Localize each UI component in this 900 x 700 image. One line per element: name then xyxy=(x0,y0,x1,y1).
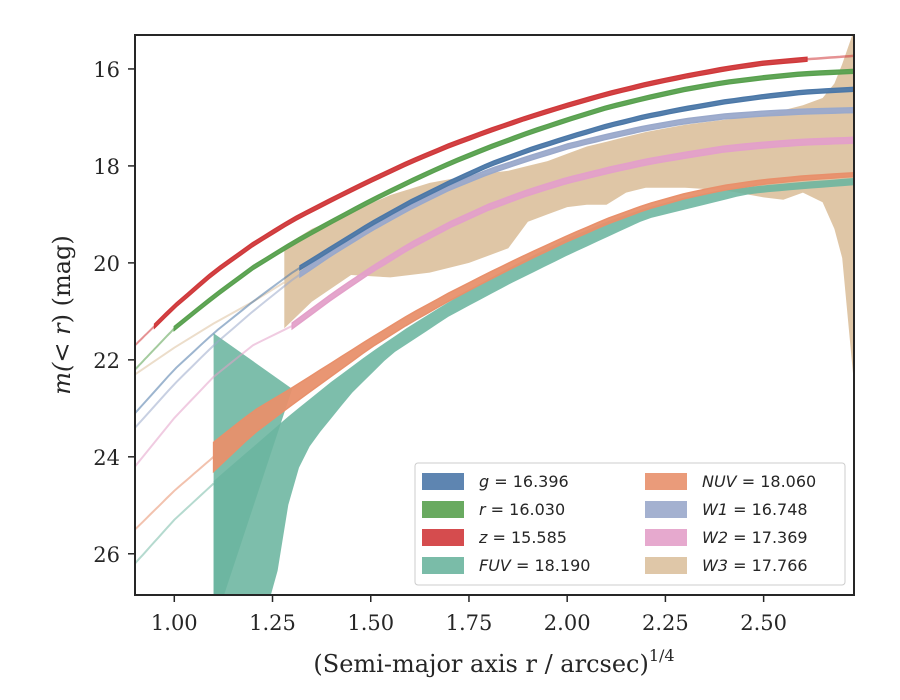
legend-item-w2: W2 = 17.369 xyxy=(645,528,808,547)
legend-swatch xyxy=(422,473,464,490)
legend-item-w3: W3 = 17.766 xyxy=(645,556,808,575)
legend-swatch xyxy=(645,473,687,490)
y-tick-label: 24 xyxy=(93,446,120,470)
series-w1 xyxy=(135,106,854,429)
legend-item-nuv: NUV = 18.060 xyxy=(645,472,816,491)
legend-swatch xyxy=(422,557,464,574)
x-tick-label: 2.00 xyxy=(544,611,591,635)
y-tick-label: 16 xyxy=(93,58,120,82)
series-nuv-faint-line xyxy=(135,456,215,531)
y-axis: 16 18 20 22 24 26 xyxy=(93,58,135,567)
series-w1-band xyxy=(299,106,854,279)
series-nuv xyxy=(135,171,854,531)
legend-swatch xyxy=(422,529,464,546)
y-tick-label: 18 xyxy=(93,155,120,179)
legend-swatch xyxy=(645,501,687,518)
legend-label: W3 = 17.766 xyxy=(702,556,808,575)
legend-swatch xyxy=(422,501,464,518)
x-tick-label: 1.75 xyxy=(446,611,493,635)
legend-item-fuv: FUV = 18.190 xyxy=(422,556,590,575)
series-g-faint-line xyxy=(135,266,301,414)
legend-label: W1 = 16.748 xyxy=(702,500,808,519)
legend-item-g: g = 16.396 xyxy=(422,472,569,491)
x-tick-label: 1.25 xyxy=(249,611,296,635)
legend-label: z = 15.585 xyxy=(478,528,567,547)
series-r-faint-line xyxy=(135,327,176,371)
legend-label: NUV = 18.060 xyxy=(702,472,816,491)
series-r xyxy=(135,68,854,371)
x-tick-label: 2.50 xyxy=(740,611,787,635)
series-w2-faint-line xyxy=(135,325,293,468)
series-nuv-band xyxy=(212,171,854,474)
x-tick-label: 1.00 xyxy=(151,611,198,635)
legend-label: r = 16.030 xyxy=(479,500,565,519)
x-tick-label: 2.25 xyxy=(642,611,689,635)
plot-area xyxy=(135,35,854,595)
legend-item-z: z = 15.585 xyxy=(422,528,567,547)
series-r-band xyxy=(173,68,854,332)
series-fuv-faint-line xyxy=(135,482,215,565)
y-tick-label: 26 xyxy=(93,543,120,567)
legend-swatch xyxy=(645,557,687,574)
series-w1-faint-line xyxy=(135,273,301,429)
legend-item-r: r = 16.030 xyxy=(422,500,565,519)
series-w3-band xyxy=(284,35,854,385)
y-tick-label: 20 xyxy=(93,252,120,276)
x-tick-label: 1.50 xyxy=(347,611,394,635)
series-w2 xyxy=(135,136,854,468)
series-z-band xyxy=(153,56,808,330)
legend-label: FUV = 18.190 xyxy=(479,556,590,575)
legend-swatch xyxy=(645,529,687,546)
legend: g = 16.396 r = 16.030 z = 15.585 FUV = 18.1… xyxy=(414,462,846,586)
plot-frame xyxy=(134,34,855,596)
x-axis-label: (Semi-major axis r / arcsec)1/4 xyxy=(313,646,674,678)
legend-label: g = 16.396 xyxy=(479,472,569,491)
series-w3 xyxy=(135,35,854,385)
series-fuv-band xyxy=(213,178,854,595)
legend-frame xyxy=(414,462,846,586)
series-g xyxy=(135,86,854,414)
series-z xyxy=(135,54,854,347)
series-g-band xyxy=(299,86,854,272)
series-w3-faint-line xyxy=(135,281,285,376)
legend-item-w1: W1 = 16.748 xyxy=(645,500,808,519)
y-axis-label: m(< r) (mag) xyxy=(48,235,76,395)
series-w2-band xyxy=(291,136,854,331)
y-tick-label: 22 xyxy=(93,349,120,373)
x-axis: 1.00 1.25 1.50 1.75 2.00 2.25 2.50 xyxy=(151,595,787,635)
legend-label: W2 = 17.369 xyxy=(702,528,808,547)
series-z-faint-tail xyxy=(806,54,854,61)
series-z-faint-line xyxy=(135,325,156,347)
